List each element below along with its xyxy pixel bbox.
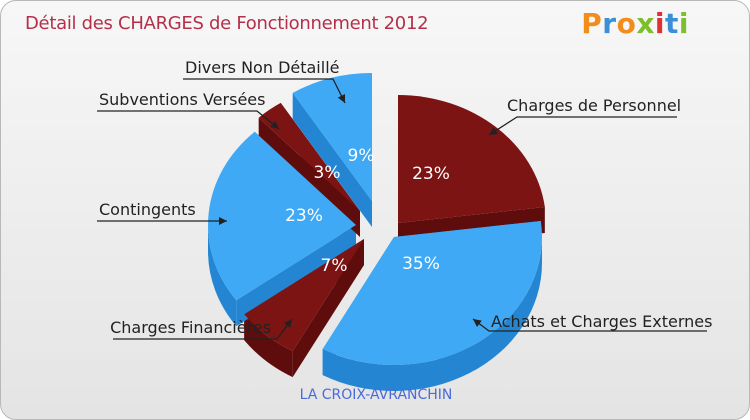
slice-name-label: Charges de Personnel: [507, 96, 681, 115]
percent-label: 9%: [348, 146, 375, 166]
logo-letter: i: [678, 7, 689, 40]
percent-label: 23%: [412, 164, 450, 184]
leader-line: [97, 110, 280, 130]
slice-name-label: Subventions Versées: [99, 90, 265, 109]
slice-side: [322, 237, 542, 391]
slice-subventions-vers-es[interactable]: [258, 102, 360, 211]
leader-arrow: [270, 120, 279, 129]
logo-letter: i: [654, 7, 665, 40]
slice-divers-non-d-taill-[interactable]: [292, 73, 372, 201]
leader-arrow: [337, 94, 345, 103]
slice-charges-financi-res[interactable]: [244, 239, 364, 352]
slice-name-label: Charges Financières: [110, 318, 271, 337]
leader-arrow: [473, 319, 482, 327]
logo-letter: P: [581, 7, 603, 40]
slice-contingents[interactable]: [208, 131, 356, 301]
percent-label: 7%: [321, 256, 348, 276]
proxiti-logo[interactable]: Proxiti: [581, 7, 689, 40]
slice-labels: Charges de Personnel Achats et Charges Ex…: [99, 58, 712, 337]
slice-charges-de-personnel[interactable]: [398, 95, 545, 223]
leader-line: [183, 78, 346, 104]
leader-line: [488, 116, 677, 136]
logo-letter: t: [665, 7, 679, 40]
logo-letter: o: [616, 7, 637, 40]
leader-arrow: [284, 319, 292, 328]
leader-lines: [97, 78, 707, 340]
commune-name: LA CROIX-AVRANCHIN: [299, 387, 453, 403]
leader-arrow: [489, 127, 498, 135]
slice-name-label: Contingents: [99, 200, 196, 219]
leader-arrow: [219, 217, 227, 225]
percent-labels: 23% 35% 7% 23% 3% 9%: [285, 146, 450, 276]
slice-name-label: Divers Non Détaillé: [185, 58, 339, 77]
slice-side: [208, 225, 237, 327]
leader-line: [113, 318, 293, 340]
percent-label: 35%: [402, 254, 440, 274]
slice-cut-face: [292, 92, 372, 227]
slice-name-label: Achats et Charges Externes: [491, 312, 712, 331]
logo-letter: x: [636, 7, 655, 40]
percent-label: 3%: [314, 163, 341, 183]
percent-label: 23%: [285, 206, 323, 226]
chart-title: Détail des CHARGES de Fonctionnement 201…: [25, 13, 429, 34]
logo-letter: r: [602, 7, 617, 40]
